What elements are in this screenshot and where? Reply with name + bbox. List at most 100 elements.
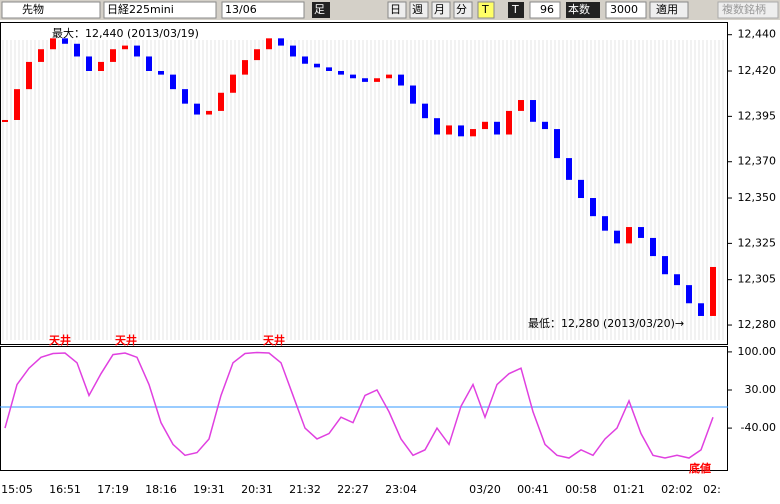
period-btn[interactable] xyxy=(409,1,429,19)
candle xyxy=(14,89,20,120)
period-btn[interactable] xyxy=(453,1,473,19)
annotation: 天井 xyxy=(263,333,285,347)
candle xyxy=(26,61,32,90)
period[interactable]: 分 xyxy=(456,3,467,16)
x-tick-label: 17:19 xyxy=(97,483,129,496)
multi[interactable]: 複数銘柄 xyxy=(722,2,766,16)
candle xyxy=(578,179,584,199)
candle xyxy=(194,103,200,115)
main-pane xyxy=(0,22,728,345)
plot: 12,280 12,305 12,325 12,350 12,370 12,395 12,4… xyxy=(1,26,776,496)
candle xyxy=(710,266,716,316)
candle xyxy=(98,61,104,71)
candle xyxy=(458,125,464,137)
annotation: 天井 xyxy=(49,333,71,347)
candle xyxy=(434,118,440,135)
apply[interactable]: 適用 xyxy=(656,2,678,16)
candle xyxy=(146,56,152,71)
count-label-box xyxy=(566,2,600,18)
candle xyxy=(50,38,56,50)
candle xyxy=(62,38,68,44)
x-tick-label: 16:51 xyxy=(49,483,81,496)
candle xyxy=(266,38,272,50)
y-tick-label: 12,370 xyxy=(738,155,777,168)
candle xyxy=(650,237,656,257)
candle xyxy=(362,78,368,82)
x-tick-label: 00:41 xyxy=(517,483,549,496)
t-btn[interactable] xyxy=(477,1,495,19)
y-tick-label: 12,325 xyxy=(738,236,777,249)
t-button[interactable]: T xyxy=(481,3,489,16)
symbol-select[interactable] xyxy=(103,1,217,19)
candle xyxy=(374,78,380,82)
candle xyxy=(422,103,428,119)
contract: 13/06 xyxy=(225,3,257,16)
annotation: 最大：12,440 (2013/03/19) xyxy=(52,26,199,40)
count-input[interactable] xyxy=(529,1,561,19)
annotation: 底値 xyxy=(689,461,711,475)
x-tick-label: 00:58 xyxy=(565,483,597,496)
candle xyxy=(482,121,488,130)
candle xyxy=(602,216,608,231)
period[interactable]: 週 xyxy=(412,3,423,16)
candle xyxy=(74,43,80,57)
apply-btn[interactable] xyxy=(649,1,689,19)
x-tick-label: 15:05 xyxy=(1,483,33,496)
product-select[interactable] xyxy=(1,1,101,19)
candle xyxy=(206,110,212,115)
t2-button[interactable]: T xyxy=(511,3,519,16)
candle xyxy=(626,227,632,244)
bar-label: 足 xyxy=(314,3,325,16)
candle xyxy=(302,56,308,64)
candle xyxy=(698,303,704,316)
y-tick-label: 12,280 xyxy=(738,318,777,331)
period-btn[interactable] xyxy=(431,1,451,19)
candle xyxy=(242,60,248,75)
candle xyxy=(182,89,188,104)
candle xyxy=(218,92,224,111)
bars-input[interactable] xyxy=(605,1,647,19)
bars: 3000 xyxy=(610,3,638,16)
candle xyxy=(398,74,404,86)
candle xyxy=(566,158,572,180)
multi-btn[interactable] xyxy=(717,1,779,19)
period-btn[interactable] xyxy=(387,1,407,19)
y-tick-label: 12,395 xyxy=(738,109,777,122)
candle xyxy=(122,45,128,50)
candle xyxy=(290,45,296,57)
candle xyxy=(326,67,332,71)
candle xyxy=(314,63,320,68)
candle xyxy=(638,227,644,238)
t2-btn[interactable] xyxy=(508,2,524,18)
count-label: 本数 xyxy=(568,2,590,16)
candle xyxy=(470,129,476,137)
candle xyxy=(530,100,536,122)
contract-select[interactable] xyxy=(221,1,305,19)
period[interactable]: 日 xyxy=(390,3,401,16)
candle xyxy=(614,230,620,244)
bar-label-box xyxy=(312,2,330,18)
x-tick-label: 20:31 xyxy=(241,483,273,496)
candle xyxy=(230,74,236,93)
candle xyxy=(518,100,524,111)
y-tick-label: 12,420 xyxy=(738,64,777,77)
count: 96 xyxy=(540,3,554,16)
x-tick-label: 02: xyxy=(703,483,721,496)
candle xyxy=(134,45,140,57)
candle xyxy=(386,74,392,79)
candle xyxy=(494,121,500,135)
candle xyxy=(254,49,260,61)
candle xyxy=(686,285,692,304)
candle xyxy=(506,110,512,135)
candle xyxy=(110,49,116,62)
x-tick-label: 21:32 xyxy=(289,483,321,496)
candle xyxy=(278,38,284,46)
candle xyxy=(338,70,344,75)
period[interactable]: 月 xyxy=(434,3,445,16)
candle xyxy=(2,119,8,122)
candle xyxy=(350,74,356,79)
x-tick-label: 22:27 xyxy=(337,483,369,496)
y-tick-label: 12,350 xyxy=(738,191,777,204)
product: 先物 xyxy=(22,2,44,16)
